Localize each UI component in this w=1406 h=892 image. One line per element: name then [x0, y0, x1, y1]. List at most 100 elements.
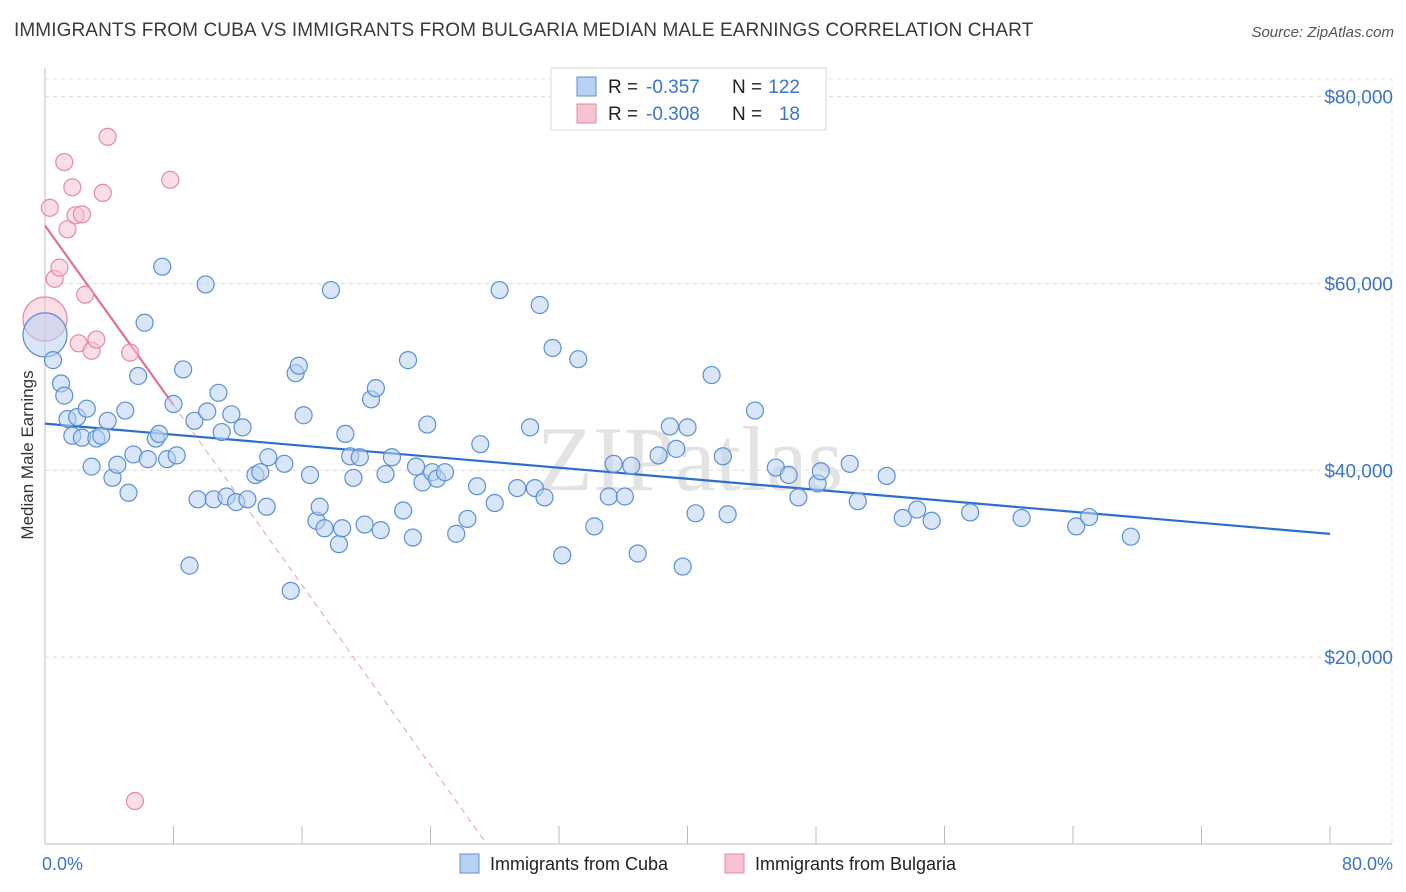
cuba-point [403, 528, 422, 547]
source-note: Source: ZipAtlas.com [1251, 24, 1394, 41]
cuba-point [1012, 508, 1031, 528]
x-tick-labels: 0.0% 80.0% [42, 854, 1393, 874]
cuba-point [116, 401, 135, 420]
x-tick-label: 80.0% [1342, 854, 1393, 874]
cuba-point [108, 455, 127, 474]
cuba-point [508, 478, 527, 498]
cuba-bottom-label: Immigrants from Cuba [490, 854, 669, 874]
axes [44, 68, 1392, 845]
bulgaria-point [76, 285, 95, 304]
cuba-point [599, 487, 618, 506]
cuba-n-value: 122 [768, 77, 800, 98]
cuba-point [467, 477, 487, 496]
cuba-point [485, 493, 504, 513]
cuba-point [129, 366, 148, 386]
cuba-point [257, 497, 276, 516]
cuba-point [209, 383, 228, 402]
bulgaria-point [93, 183, 112, 202]
y-tick-label: $20,000 [1324, 648, 1393, 669]
cuba-point [174, 360, 193, 379]
bulgaria-point [161, 170, 180, 189]
cuba-point [321, 280, 341, 300]
cuba-trendline [44, 422, 1331, 535]
cuba-point [1067, 517, 1086, 536]
cuba-point [289, 356, 308, 375]
bulgaria-point [58, 220, 77, 239]
cuba-point [604, 454, 623, 473]
cuba-point [893, 508, 912, 528]
bulgaria-point [121, 343, 140, 362]
bulgaria-point [72, 205, 92, 224]
cuba-point [553, 546, 572, 565]
cuba-point [92, 426, 111, 445]
chart-title: IMMIGRANTS FROM CUBA VS IMMIGRANTS FROM … [14, 20, 1034, 41]
cuba-point [180, 556, 199, 575]
cuba-point [275, 454, 294, 473]
cuba-point [294, 406, 313, 425]
cuba-point [238, 490, 257, 509]
cuba-point [811, 462, 830, 481]
cuba-point [922, 511, 941, 530]
cuba-point [382, 448, 402, 467]
cuba-point [543, 338, 562, 358]
stats-legend: R = -0.357 N = 122 R = -0.308 N = 18 [550, 67, 827, 131]
cuba-point [153, 257, 172, 276]
cuba-bottom-swatch [459, 853, 480, 874]
cuba-point [628, 544, 647, 563]
cuba-point [1121, 527, 1140, 546]
cuba-point [281, 581, 300, 600]
bulgaria-point [98, 127, 117, 146]
cuba-point [660, 417, 679, 436]
cuba-point [1079, 507, 1099, 527]
cuba-point [135, 313, 154, 332]
cuba-point [212, 422, 231, 442]
cuba-point [222, 405, 241, 424]
cuba-point [585, 517, 604, 536]
cuba-point [615, 487, 634, 506]
cuba-point [848, 492, 867, 511]
cuba-point [366, 379, 385, 398]
cuba-point [98, 411, 117, 430]
cuba-point [82, 457, 101, 476]
cuba-point [371, 521, 390, 540]
cuba-point [394, 501, 413, 520]
cuba-n-label: N = [732, 77, 762, 98]
cuba-point [520, 418, 540, 437]
cuba-point [686, 504, 705, 523]
cuba-point [119, 483, 138, 502]
bulgaria-point [50, 258, 69, 277]
cuba-point [673, 557, 692, 576]
cuba-point [622, 456, 641, 475]
cuba-point [251, 463, 270, 482]
cuba-point [164, 394, 183, 414]
cuba-point [300, 465, 320, 485]
bulgaria-point [87, 330, 106, 349]
bulgaria-legend-swatch [576, 103, 597, 124]
data-points [22, 127, 1140, 811]
cuba-point [333, 519, 352, 538]
bulgaria-trendline-extension [173, 404, 488, 845]
cuba-point [471, 435, 490, 454]
stats-legend-box [550, 67, 827, 131]
cuba-point [840, 454, 859, 473]
y-tick-label: $60,000 [1324, 275, 1393, 296]
cuba-point [649, 446, 668, 465]
cuba-point [535, 488, 554, 507]
y-tick-label: $80,000 [1324, 88, 1393, 109]
cuba-point [77, 399, 96, 418]
cuba-point [233, 418, 252, 437]
cuba-point [329, 535, 349, 554]
y-tick-labels: $20,000 $40,000 $60,000 $80,000 [1324, 88, 1393, 669]
bulgaria-point [40, 198, 59, 217]
x-tick-label: 0.0% [42, 854, 83, 874]
cuba-point [43, 351, 63, 370]
cuba-point [530, 295, 549, 315]
cuba-point [745, 401, 765, 420]
bulgaria-bottom-swatch [724, 853, 745, 874]
cuba-point [877, 466, 896, 486]
cuba-point [310, 497, 329, 516]
cuba-r-value: -0.357 [646, 77, 700, 98]
cuba-point [188, 490, 207, 509]
cuba-point [406, 457, 426, 476]
